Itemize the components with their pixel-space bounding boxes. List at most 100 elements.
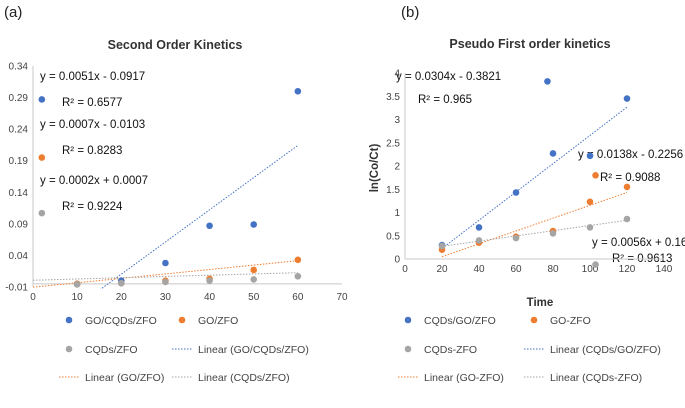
panel-a-legend-marker: [65, 345, 73, 353]
panel-b-series-2-point: [592, 172, 599, 179]
panel-b-y-tick-label: 2: [394, 162, 400, 173]
panel-b-y-tick-label: 1: [394, 208, 400, 219]
panel-a-trendline-3: [33, 272, 298, 281]
panel-b-legend-label: GO-ZFO: [550, 315, 591, 327]
panel-a-plot: 0 10 20 30 40 50 60 70 -0.01 0.04 0.09 0.14 0.19 0.24…: [5, 62, 348, 304]
panel-b-x-tick-label: 40: [473, 264, 485, 275]
panel-b-series-3-point: [475, 237, 483, 244]
panel-a-r2-2: R² = 0.8283: [62, 145, 122, 157]
panel-a-title: Second Order Kinetics: [108, 38, 243, 52]
panel-a-series-3-point: [162, 278, 169, 286]
panel-b-plot: 0 20 40 60 80 100 120 140 0 0.5 1 1.5 2 2.5 3 3.5 4: [386, 69, 673, 276]
panel-a-legend-label: CQDs/ZFO: [85, 344, 138, 356]
panel-b-y-tick-label: 3: [394, 115, 400, 126]
panel-a-y-tick-label: -0.01: [5, 283, 28, 294]
panel-a-series-2-point: [38, 154, 46, 161]
panel-b-series-2-point: [586, 198, 594, 206]
panel-a-legend-marker: [65, 316, 73, 324]
panel-a-series-3-point: [250, 276, 258, 283]
panel-a-y-tick-label: 0.34: [9, 62, 29, 73]
panel-b-x-tick-label: 80: [547, 264, 559, 275]
panel-a-label: (a): [4, 4, 22, 21]
panel-b-x-tick-label: 20: [436, 264, 448, 275]
panel-a-series-1-point: [206, 222, 213, 230]
panel-a-x-tick-label: 40: [204, 292, 216, 303]
panel-a-trendline-1: [100, 144, 299, 289]
panel-b-legend-label: CQDs/GO/ZFO: [424, 315, 496, 327]
panel-b-x-tick-label: 140: [656, 264, 673, 275]
panel-b-eq-2: y = 0.0138x - 0.2256: [578, 149, 683, 161]
panel-b-ylabel: ln(Co/Ct): [369, 144, 381, 193]
panel-b-series-1-point: [512, 189, 520, 196]
panel-b-trendline-2: [441, 192, 628, 258]
panel-b-eq-3: y = 0.0056x + 0.1607: [592, 237, 685, 249]
panel-b-y-tick-label: 0: [394, 255, 400, 266]
panel-b-series-3-point: [623, 215, 631, 223]
panel-a-eq-1: y = 0.0051x - 0.0917: [40, 71, 145, 83]
panel-b-legend-label: Linear (GO-ZFO): [424, 372, 504, 384]
panel-a-series-1-point: [250, 221, 258, 228]
panel-a-x-tick-label: 20: [116, 292, 128, 303]
panel-a-legend-label: GO/CQDs/ZFO: [85, 315, 157, 327]
panel-b-series-1-point: [475, 224, 483, 231]
panel-a-r2-1: R² = 0.6577: [62, 97, 122, 109]
panel-a-y-tick-label: 0.29: [9, 93, 29, 104]
panel-a-eq-3: y = 0.0002x + 0.0007: [40, 175, 148, 187]
panel-a-trendline-2: [33, 260, 298, 288]
panel-b-y-tick-label: 4: [394, 69, 400, 80]
panel-a-x-tick-label: 50: [248, 292, 260, 303]
panel-b-series-3-point: [512, 234, 520, 242]
panel-b-legend-marker: [530, 316, 538, 324]
panel-b-series-3-point: [586, 224, 594, 231]
panel-a-series-1-point: [294, 87, 302, 95]
panel-b-x-tick-label: 120: [619, 264, 636, 275]
panel-b-legend-marker: [404, 345, 412, 353]
panel-a-legend-label: Linear (GO/ZFO): [85, 372, 164, 384]
panel-a-series-3-point: [294, 272, 302, 280]
panel-a-r2-3: R² = 0.9224: [62, 201, 123, 213]
panel-a-y-tick-label: 0.24: [9, 125, 29, 136]
panel-b-x-tick-label: 60: [510, 264, 522, 275]
panel-a-y-tick-label: 0.14: [9, 188, 29, 199]
panel-a-series-2-point: [250, 266, 258, 274]
panel-a-annotations: y = 0.0051x - 0.0917 R² = 0.6577 y = 0.0…: [40, 71, 148, 213]
panel-a-series-3-point: [73, 281, 81, 288]
panel-a-eq-2: y = 0.0007x - 0.0103: [40, 119, 145, 131]
panel-a-series-1-point: [162, 259, 169, 267]
panel-b-r2-2: R² = 0.9088: [600, 172, 660, 184]
panel-a-legend-label: Linear (GO/CQDs/ZFO): [198, 344, 309, 356]
panel-b-series-2-point: [623, 183, 631, 191]
panel-b-r2-1: R² = 0.965: [418, 94, 472, 106]
panel-b-eq-1: y = 0.0304x - 0.3821: [396, 71, 501, 83]
panel-a-legend-label: GO/ZFO: [198, 315, 238, 327]
panel-b-y-tick-label: 0.5: [386, 231, 400, 242]
panel-b-x-tick-label: 0: [402, 264, 408, 275]
panel-b-series-3-point: [549, 230, 557, 237]
panel-a-x-tick-label: 0: [30, 292, 36, 303]
panel-a-x-tick-label: 70: [336, 292, 348, 303]
panel-b-annotations: y = 0.0304x - 0.3821 R² = 0.965 y = 0.01…: [396, 71, 685, 265]
panel-a-series-1-point: [38, 96, 46, 103]
panel-b-title: Pseudo First order kinetics: [449, 37, 610, 51]
panel-a-legend-marker: [178, 316, 186, 324]
panel-b-xlabel: Time: [527, 297, 554, 309]
panel-b-legend-label: Linear (CQDs/GO/ZFO): [550, 344, 661, 356]
panel-b-label: (b): [401, 4, 419, 21]
panel-b-legend-label: Linear (CQDs-ZFO): [550, 372, 642, 384]
panel-b-series-1-point: [586, 152, 594, 160]
panel-b-legend: CQDs/GO/ZFO GO-ZFO CQDs-ZFO Linear (CQDs/GO…: [398, 315, 661, 384]
panel-a-series-3-point: [117, 279, 125, 287]
panel-b-series-1-point: [549, 150, 557, 157]
panel-b-y-tick-label: 1.5: [386, 185, 400, 196]
panel-b-y-tick-label: 2.5: [386, 138, 400, 149]
panel-b-series-1-point: [544, 78, 551, 85]
panel-a-series-3-point: [38, 209, 46, 217]
panel-a-legend: GO/CQDs/ZFO GO/ZFO CQDs/ZFO Linear (GO/CQDs…: [59, 315, 309, 384]
panel-b-y-tick-label: 3.5: [386, 92, 400, 103]
panel-a-series-3-point: [206, 277, 213, 284]
panel-a-x-tick-label: 60: [292, 292, 304, 303]
panel-b-series-1-point: [623, 95, 631, 102]
panel-b-legend-label: CQDs-ZFO: [424, 344, 477, 356]
panel-a-x-tick-label: 10: [72, 292, 84, 303]
